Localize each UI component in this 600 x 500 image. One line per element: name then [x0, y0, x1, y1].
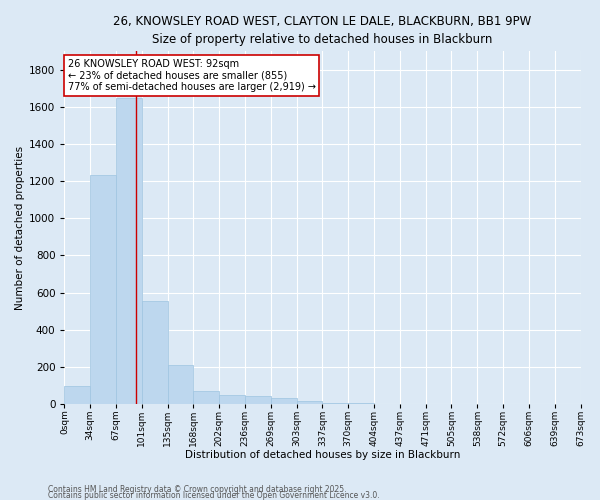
Bar [271, 398, 296, 404]
Title: 26, KNOWSLEY ROAD WEST, CLAYTON LE DALE, BLACKBURN, BB1 9PW
Size of property rel: 26, KNOWSLEY ROAD WEST, CLAYTON LE DALE,… [113, 15, 532, 46]
Bar [245, 396, 271, 404]
Bar [322, 403, 348, 404]
Bar [64, 386, 90, 404]
Bar [296, 400, 322, 404]
Bar [167, 365, 193, 404]
Text: 26 KNOWSLEY ROAD WEST: 92sqm
← 23% of detached houses are smaller (855)
77% of s: 26 KNOWSLEY ROAD WEST: 92sqm ← 23% of de… [68, 59, 316, 92]
Bar [90, 174, 116, 404]
Bar [142, 301, 167, 404]
Bar [219, 395, 245, 404]
X-axis label: Distribution of detached houses by size in Blackburn: Distribution of detached houses by size … [185, 450, 460, 460]
Y-axis label: Number of detached properties: Number of detached properties [15, 146, 25, 310]
Bar [193, 391, 219, 404]
Text: Contains public sector information licensed under the Open Government Licence v3: Contains public sector information licen… [48, 490, 380, 500]
Text: Contains HM Land Registry data © Crown copyright and database right 2025.: Contains HM Land Registry data © Crown c… [48, 484, 347, 494]
Bar [116, 98, 142, 404]
